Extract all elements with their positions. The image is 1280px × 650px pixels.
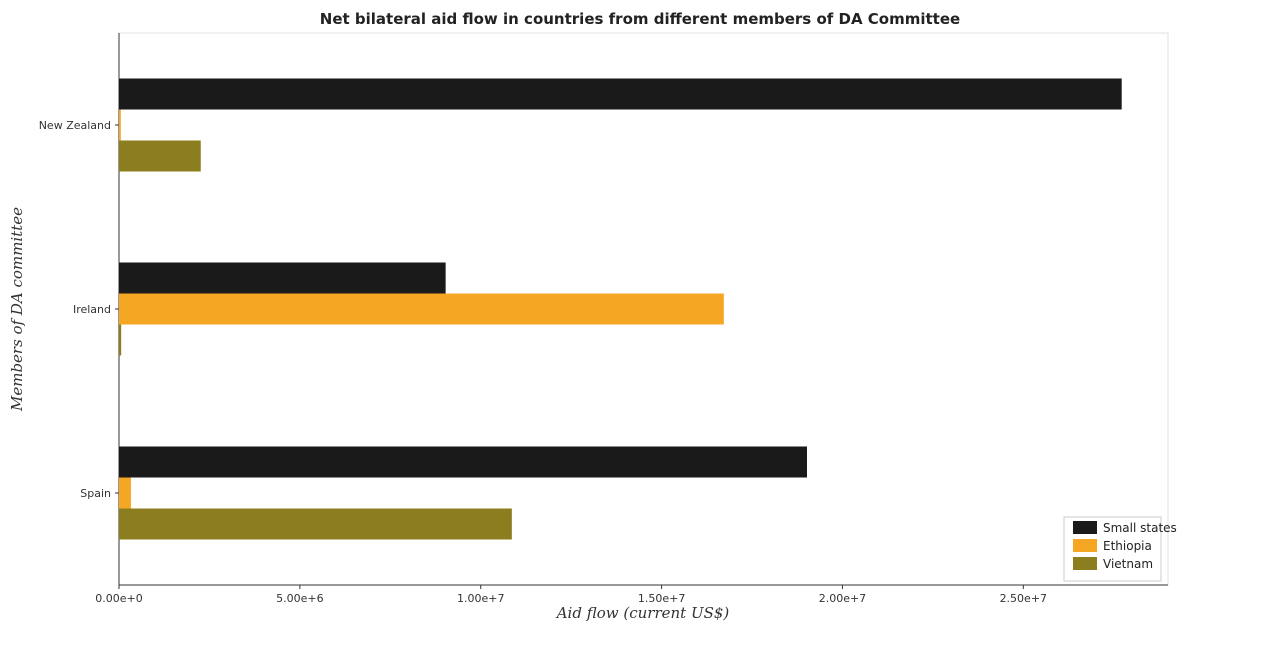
legend-swatch-small-states [1073, 521, 1097, 534]
bar-small-states-spain [119, 446, 807, 478]
x-tick-label: 2.00e+7 [819, 592, 866, 605]
x-tick-label: 1.00e+7 [457, 592, 504, 605]
y-tick-label: Ireland [73, 303, 111, 316]
legend-swatch-vietnam [1073, 557, 1097, 570]
x-tick-label: 1.50e+7 [638, 592, 685, 605]
legend: Small states Ethiopia Vietnam [1063, 516, 1177, 582]
chart-title: Net bilateral aid flow in countries from… [320, 10, 960, 28]
legend-label-ethiopia: Ethiopia [1103, 539, 1152, 553]
bar-vietnam-spain [119, 508, 512, 540]
bar-vietnam-ireland [119, 324, 122, 356]
x-axis-label: Aid flow (current US$) [555, 604, 730, 622]
bar-ethiopia-ireland [119, 293, 724, 325]
legend-label-vietnam: Vietnam [1103, 557, 1153, 571]
bar-small-states-new-zealand [119, 78, 1122, 110]
legend-swatch-ethiopia [1073, 539, 1097, 552]
y-tick-label: New Zealand [39, 119, 111, 132]
x-tick-label: 5.00e+6 [276, 592, 323, 605]
y-tick-label: Spain [80, 487, 111, 500]
bar-ethiopia-new-zealand [119, 109, 121, 141]
bar-vietnam-new-zealand [119, 140, 201, 172]
bar-ethiopia-spain [119, 477, 131, 509]
y-ticks-group: New Zealand Ireland Spain [39, 119, 119, 500]
bars-group [119, 78, 1122, 540]
x-ticks-group: 0.00e+0 5.00e+6 1.00e+7 1.50e+7 2.00e+7 2.50e… [95, 585, 1047, 605]
x-tick-label: 2.50e+7 [1000, 592, 1047, 605]
legend-label-small-states: Small states [1103, 521, 1177, 535]
y-axis-label: Members of DA committee [8, 207, 26, 412]
x-tick-label: 0.00e+0 [95, 592, 142, 605]
bar-small-states-ireland [119, 262, 446, 294]
